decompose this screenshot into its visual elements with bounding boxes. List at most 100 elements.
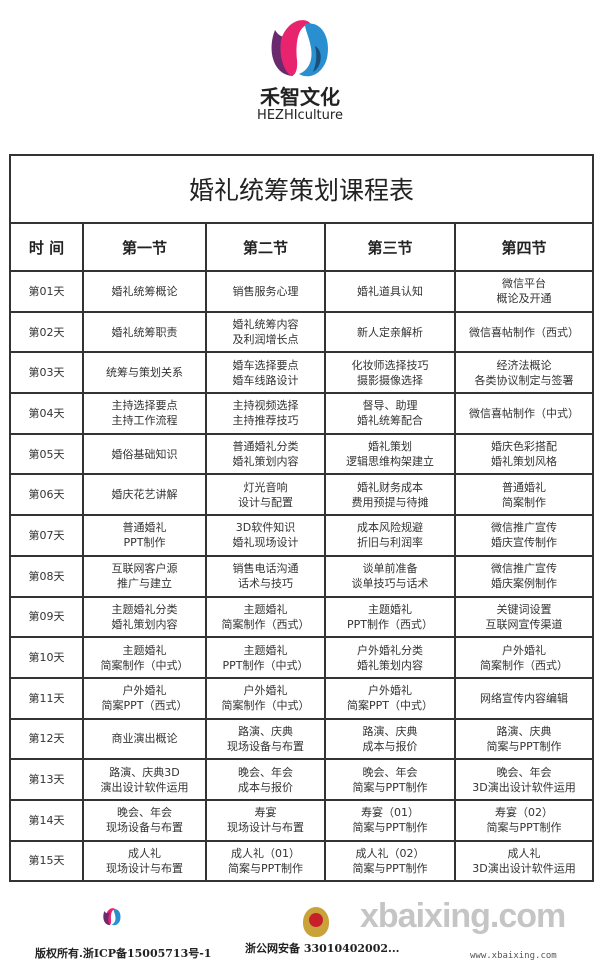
lesson-cell: 成本风险规避 折旧与利润率 [324,514,456,557]
lesson-cell: 统筹与策划关系 [82,351,207,395]
lesson-cell: 户外婚礼 简案制作（中式） [205,676,326,720]
day-cell: 第04天 [9,392,84,435]
watermark-url: www.xbaixing.com [470,951,557,961]
table-row: 第10天 主题婚礼 简案制作（中式） 主题婚礼 PPT制作（中式） 户外婚礼分类 婚礼… [9,636,595,679]
day-cell: 第02天 [9,310,84,354]
course-schedule-table: 婚礼统筹策划课程表 时 间第一节 第二节 第三节 第四节 第01天 婚礼统筹概论 销售服务… [8,154,595,883]
hezhi-logo-icon [271,20,329,77]
lesson-cell: 互联网客户源 推广与建立 [82,554,207,598]
lesson-cell: 成人礼（01） 简案与PPT制作 [205,839,326,883]
lesson-cell: 成人礼（02） 简案与PPT制作 [324,839,456,883]
day-cell: 第03天 [9,351,84,395]
lesson-cell: 销售电话沟通 话术与技巧 [205,554,326,598]
lesson-cell: 路演、庆典 现场设备与布置 [205,717,326,761]
lesson-cell: 晚会、年会 3D演出设计软件运用 [453,758,595,801]
lesson-cell: 微信推广宣传 婚庆宣传制作 [453,514,595,557]
column-header: 第二节 [205,222,326,272]
column-header: 第一节 [82,222,207,272]
watermark: xbaixing.com [360,897,566,935]
lesson-cell: 婚礼策划 逻辑思维构架建立 [324,432,456,476]
table-row: 第06天 婚庆花艺讲解 灯光音响 设计与配置 婚礼财务成本 费用预提与待摊 普通婚礼 简… [9,473,595,517]
lesson-cell: 微信喜帖制作（中式） [453,392,595,435]
lesson-cell: 婚车选择要点 婚车线路设计 [205,351,326,395]
table-row: 第09天 主题婚礼分类 婚礼策划内容 主题婚礼 简案制作（西式） 主题婚礼 PPT制作… [9,595,595,639]
table-row: 第15天 成人礼 现场设计与布置 成人礼（01） 简案与PPT制作 成人礼（02） 简… [9,839,595,883]
lesson-cell: 督导、助理 婚礼统筹配合 [324,392,456,435]
table-row: 第13天 路演、庆典3D 演出设计软件运用 晚会、年会 成本与报价 晚会、年会 简案与… [9,758,595,801]
day-cell: 第14天 [9,798,84,842]
table-row: 第07天 普通婚礼 PPT制作 3D软件知识 婚礼现场设计 成本风险规避 折旧与利润率… [9,514,595,557]
lesson-cell: 主持选择要点 主持工作流程 [82,392,207,435]
day-cell: 第09天 [9,595,84,639]
lesson-cell: 婚礼统筹内容 及利润增长点 [205,310,326,354]
lesson-cell: 经济法概论 各类协议制定与签署 [453,351,595,395]
brand-name-cn: 禾智文化 [260,85,340,109]
lesson-cell: 3D软件知识 婚礼现场设计 [205,514,326,557]
table-row: 第01天 婚礼统筹概论 销售服务心理 婚礼道具认知 微信平台 概论及开通 [9,270,595,313]
lesson-cell: 普通婚礼 简案制作 [453,473,595,517]
lesson-cell: 微信平台 概论及开通 [453,270,595,313]
table-row: 第14天 晚会、年会 现场设备与布置 寿宴 现场设计与布置 寿宴（01） 简案与PPT… [9,798,595,842]
lesson-cell: 晚会、年会 成本与报价 [205,758,326,801]
lesson-cell: 婚庆花艺讲解 [82,473,207,517]
lesson-cell: 寿宴 现场设计与布置 [205,798,326,842]
day-cell: 第11天 [9,676,84,720]
lesson-cell: 婚礼统筹概论 [82,270,207,313]
table-row: 第11天 户外婚礼 简案PPT（西式） 户外婚礼 简案制作（中式） 户外婚礼 简案PP… [9,676,595,720]
column-header: 时 间 [9,222,84,272]
lesson-cell: 主题婚礼 PPT制作（西式） [324,595,456,639]
lesson-cell: 寿宴（01） 简案与PPT制作 [324,798,456,842]
lesson-cell: 主持视频选择 主持推荐技巧 [205,392,326,435]
footer-logo-icon [103,908,121,926]
copyright-text: 版权所有.浙ICP备15005713号-1 [35,947,212,960]
table-row: 第04天 主持选择要点 主持工作流程 主持视频选择 主持推荐技巧 督导、助理 婚礼统筹… [9,392,595,435]
lesson-cell: 路演、庆典3D 演出设计软件运用 [82,758,207,801]
table-row: 第02天 婚礼统筹职责 婚礼统筹内容 及利润增长点 新人定亲解析 微信喜帖制作（西式） [9,310,595,354]
lesson-cell: 微信推广宣传 婚庆案例制作 [453,554,595,598]
day-cell: 第06天 [9,473,84,517]
table-row: 第12天 商业演出概论 路演、庆典 现场设备与布置 路演、庆典 成本与报价 路演、庆典 … [9,717,595,761]
lesson-cell: 户外婚礼分类 婚礼策划内容 [324,636,456,679]
lesson-cell: 婚庆色彩搭配 婚礼策划风格 [453,432,595,476]
lesson-cell: 婚俗基础知识 [82,432,207,476]
lesson-cell: 晚会、年会 现场设备与布置 [82,798,207,842]
day-cell: 第12天 [9,717,84,761]
lesson-cell: 成人礼 现场设计与布置 [82,839,207,883]
lesson-cell: 户外婚礼 简案PPT（中式） [324,676,456,720]
lesson-cell: 婚礼道具认知 [324,270,456,313]
lesson-cell: 商业演出概论 [82,717,207,761]
lesson-cell: 网络宣传内容编辑 [453,676,595,720]
lesson-cell: 谈单前准备 谈单技巧与话术 [324,554,456,598]
lesson-cell: 婚礼财务成本 费用预提与待摊 [324,473,456,517]
lesson-cell: 主题婚礼 PPT制作（中式） [205,636,326,679]
table-row: 第03天 统筹与策划关系 婚车选择要点 婚车线路设计 化妆师选择技巧 摄影摄像选择 经济… [9,351,595,395]
lesson-cell: 普通婚礼 PPT制作 [82,514,207,557]
day-cell: 第01天 [9,270,84,313]
day-cell: 第05天 [9,432,84,476]
day-cell: 第10天 [9,636,84,679]
lesson-cell: 主题婚礼 简案制作（中式） [82,636,207,679]
day-cell: 第08天 [9,554,84,598]
column-header: 第三节 [324,222,456,272]
lesson-cell: 路演、庆典 简案与PPT制作 [453,717,595,761]
lesson-cell: 普通婚礼分类 婚礼策划内容 [205,432,326,476]
lesson-cell: 寿宴（02） 简案与PPT制作 [453,798,595,842]
table-row: 第08天 互联网客户源 推广与建立 销售电话沟通 话术与技巧 谈单前准备 谈单技巧与话… [9,554,595,598]
lesson-cell: 户外婚礼 简案制作（西式） [453,636,595,679]
police-record-text: 浙公网安备 33010402002... [245,942,400,955]
lesson-cell: 成人礼 3D演出设计软件运用 [453,839,595,883]
table-title: 婚礼统筹策划课程表 [8,154,595,224]
lesson-cell: 主题婚礼 简案制作（西式） [205,595,326,639]
table-row: 第05天 婚俗基础知识 普通婚礼分类 婚礼策划内容 婚礼策划 逻辑思维构架建立 婚庆色彩… [9,432,595,476]
day-cell: 第07天 [9,514,84,557]
brand-logo: 禾智文化 HEZHIculture [255,10,345,123]
lesson-cell: 婚礼统筹职责 [82,310,207,354]
brand-name-en: HEZHIculture [257,108,343,123]
police-emblem-icon [303,907,329,937]
lesson-cell: 化妆师选择技巧 摄影摄像选择 [324,351,456,395]
lesson-cell: 户外婚礼 简案PPT（西式） [82,676,207,720]
day-cell: 第13天 [9,758,84,801]
lesson-cell: 灯光音响 设计与配置 [205,473,326,517]
column-header: 第四节 [453,222,595,272]
lesson-cell: 路演、庆典 成本与报价 [324,717,456,761]
